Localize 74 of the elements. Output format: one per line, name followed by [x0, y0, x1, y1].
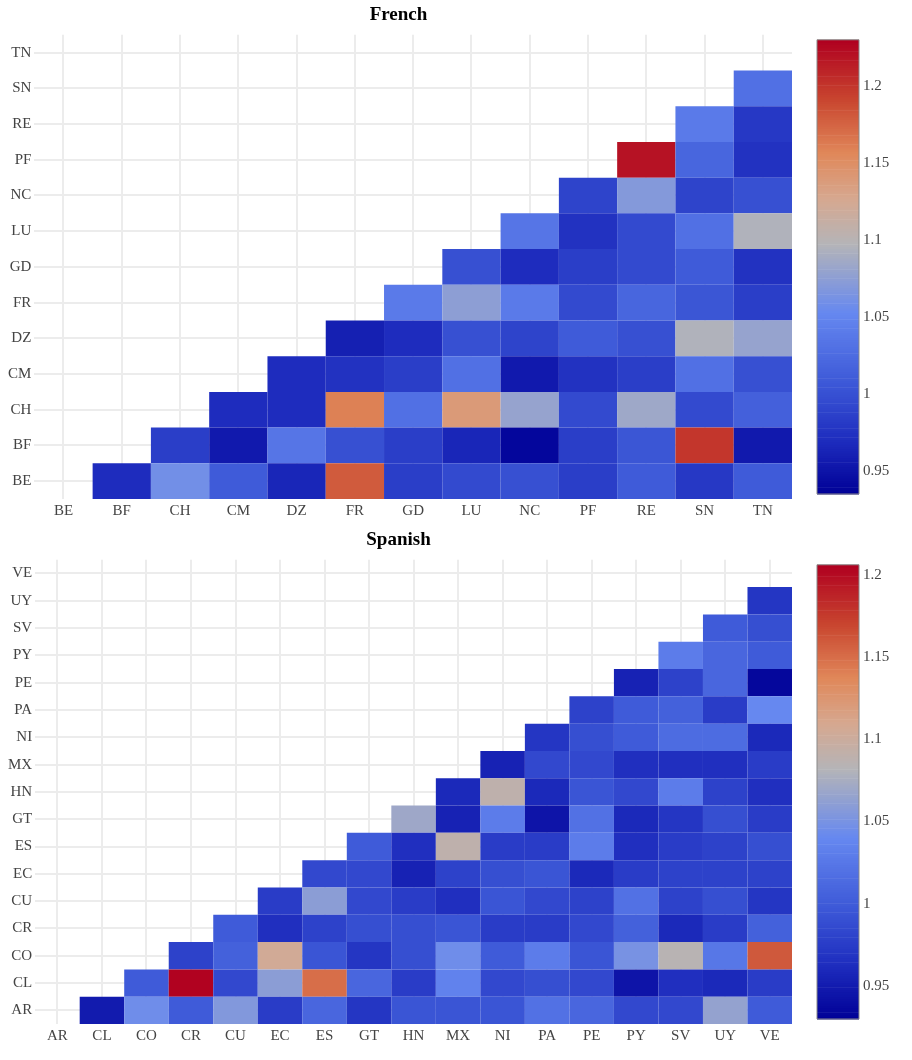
color-bar-label: 1.05: [863, 812, 890, 829]
color-bar-label: 1.1: [863, 230, 882, 247]
x-tick-label: EC: [270, 1026, 290, 1043]
x-tick-label: SV: [671, 1026, 691, 1043]
x-tick-label: DZ: [286, 501, 307, 518]
y-tick-label: MX: [8, 755, 33, 772]
x-tick-label: MX: [446, 1026, 471, 1043]
y-tick-label: PE: [14, 673, 33, 690]
x-tick-label: CR: [180, 1026, 201, 1043]
y-tick-label: ES: [14, 837, 33, 854]
y-tick-label: DZ: [11, 329, 32, 346]
y-tick-label: SV: [12, 619, 33, 635]
y-tick-label: BF: [12, 436, 32, 453]
y-tick-label: CL: [13, 973, 33, 990]
x-tick-label: VE: [759, 1026, 780, 1043]
x-tick-label: FR: [345, 501, 365, 518]
x-tick-label: BE: [53, 501, 74, 518]
color-bar-label: 1.1: [863, 730, 882, 747]
y-tick-label: PA: [14, 700, 33, 717]
y-tick-label: EC: [13, 864, 33, 881]
y-tick-label: VE: [12, 564, 33, 581]
y-tick-label: NC: [10, 186, 32, 203]
x-tick-label: LU: [461, 501, 482, 518]
y-tick-label: LU: [11, 222, 32, 239]
color-bar-label: 0.95: [863, 977, 890, 994]
chart-title: French: [369, 3, 428, 25]
x-tick-label: PA: [538, 1026, 557, 1043]
x-tick-label: PF: [579, 501, 597, 518]
y-tick-label: RE: [12, 115, 32, 132]
y-tick-label: SN: [12, 79, 32, 96]
y-tick-label: NI: [16, 728, 33, 745]
x-tick-label: BF: [112, 501, 131, 518]
y-tick-label: PY: [12, 646, 33, 663]
color-bar-label: 1.15: [863, 647, 890, 664]
y-tick-label: CH: [10, 400, 32, 417]
y-tick-label: CR: [12, 919, 33, 936]
y-tick-label: GD: [9, 257, 32, 274]
y-tick-label: UY: [10, 591, 33, 608]
x-tick-label: ES: [315, 1026, 334, 1043]
x-tick-label: NC: [519, 501, 541, 518]
color-bar-label: 1.15: [863, 153, 890, 170]
y-tick-label: CU: [11, 892, 33, 909]
x-tick-label: CM: [226, 501, 250, 518]
x-tick-label: CO: [136, 1026, 158, 1043]
x-tick-label: PY: [626, 1026, 646, 1043]
y-tick-label: CM: [8, 364, 32, 381]
color-bar-label: 1.2: [863, 76, 882, 93]
color-bar-label: 1: [863, 894, 871, 911]
x-tick-label: UY: [714, 1026, 737, 1043]
y-tick-label: CO: [11, 946, 33, 963]
y-tick-label: AR: [11, 1001, 33, 1018]
color-bar-label: 1.2: [863, 565, 882, 582]
x-tick-label: SN: [694, 501, 715, 518]
x-tick-label: RE: [636, 501, 656, 518]
y-tick-label: BE: [12, 472, 32, 489]
x-tick-label: GD: [402, 501, 425, 518]
x-tick-label: HN: [402, 1026, 425, 1043]
x-tick-label: NI: [494, 1026, 511, 1043]
color-bar-label: 1: [863, 384, 871, 401]
chart-title: Spanish: [366, 528, 432, 550]
x-tick-label: CU: [225, 1026, 247, 1043]
x-tick-label: AR: [47, 1026, 68, 1043]
y-tick-label: HN: [10, 782, 33, 799]
x-tick-label: CL: [92, 1026, 112, 1043]
y-tick-label: PF: [14, 150, 32, 167]
color-bar-label: 1.05: [863, 307, 890, 324]
x-tick-label: TN: [752, 501, 774, 518]
x-tick-label: CH: [169, 501, 191, 518]
x-tick-label: GT: [359, 1026, 380, 1043]
y-tick-label: FR: [12, 293, 32, 310]
x-tick-label: PE: [582, 1026, 601, 1043]
y-tick-label: GT: [12, 810, 33, 827]
color-bar-label: 0.95: [863, 461, 890, 478]
y-tick-label: TN: [11, 43, 32, 60]
